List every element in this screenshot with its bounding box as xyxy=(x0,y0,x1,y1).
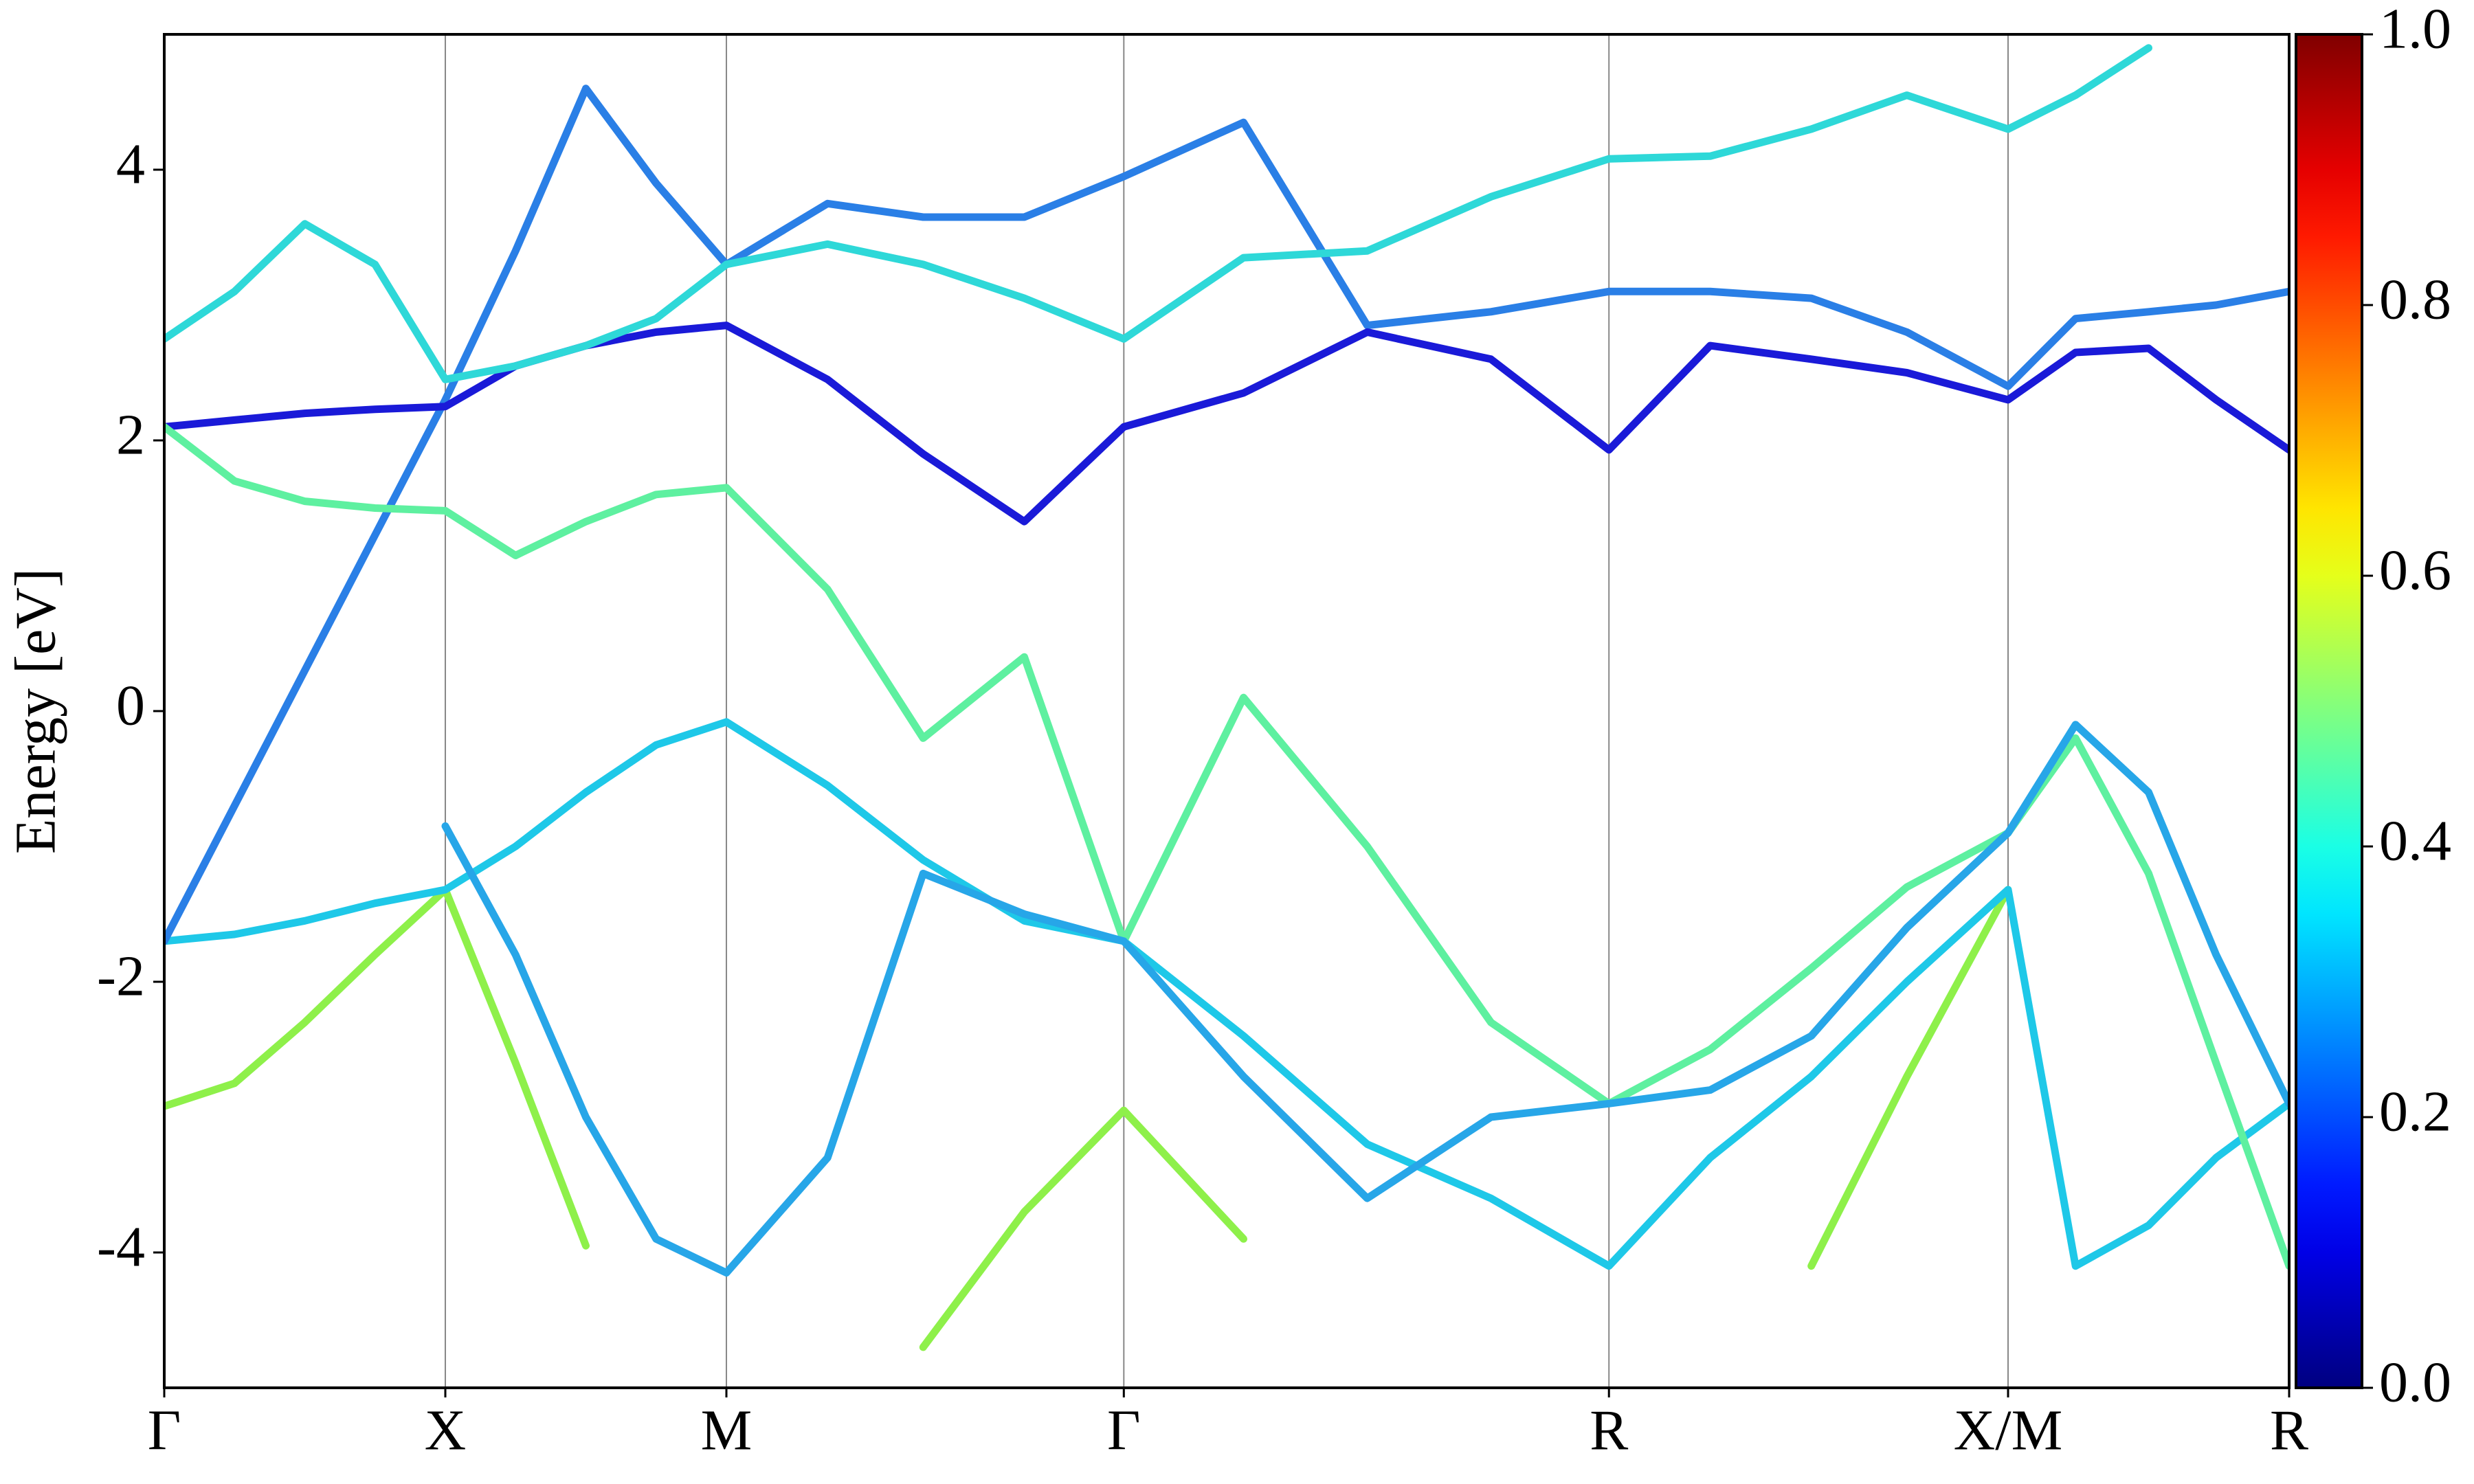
colorbar-tick-label: 0.8 xyxy=(2379,267,2451,331)
colorbar-tick-label: 0.6 xyxy=(2379,538,2451,602)
band-line xyxy=(164,85,2289,945)
plot-frame xyxy=(163,33,2291,1389)
band-line xyxy=(164,322,2289,526)
y-tick-label: -2 xyxy=(97,944,145,1008)
y-tick-label: 0 xyxy=(116,673,145,737)
band-line xyxy=(164,44,2152,383)
y-tick-label: 2 xyxy=(116,403,145,466)
colorbar-tick-label: 0.0 xyxy=(2379,1350,2451,1414)
colorbar-tick-label: 1.0 xyxy=(2379,0,2451,60)
colorbar-tick-label: 0.2 xyxy=(2379,1079,2451,1143)
y-tick-label: 4 xyxy=(116,132,145,196)
x-tick-label: X xyxy=(425,1398,467,1462)
band-line xyxy=(164,886,2012,1351)
colorbar-tick-label: 0.4 xyxy=(2379,809,2451,873)
x-tick-label: M xyxy=(701,1398,753,1462)
x-tick-label: Γ xyxy=(148,1398,181,1462)
y-tick-label: -4 xyxy=(97,1215,145,1279)
band-line xyxy=(164,423,2289,1270)
x-tick-label: R xyxy=(2270,1398,2308,1462)
x-tick-label: X/M xyxy=(1954,1398,2063,1462)
colorbar xyxy=(2295,33,2363,1389)
y-axis-label: Energy [eV] xyxy=(3,568,67,854)
x-tick-label: R xyxy=(1590,1398,1628,1462)
x-tick-label: Γ xyxy=(1107,1398,1141,1462)
band-line xyxy=(164,718,2289,1270)
band-line xyxy=(441,721,2289,1277)
